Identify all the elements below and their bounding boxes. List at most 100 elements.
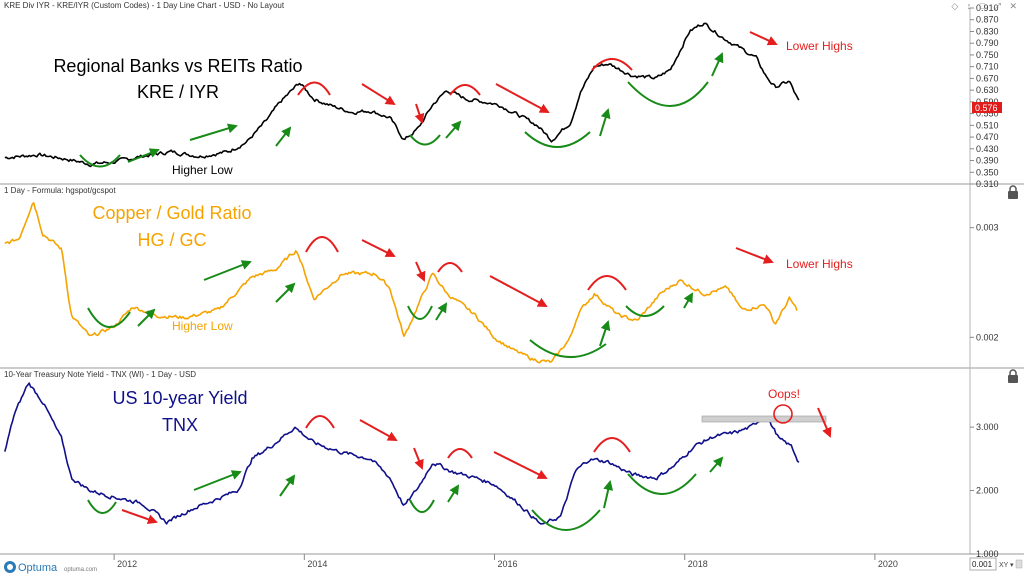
resistance-arc	[449, 84, 481, 96]
y-tick-label: 0.003	[976, 223, 999, 233]
up-arrow	[683, 292, 693, 309]
grip-icon[interactable]	[1015, 559, 1023, 569]
maximize-icon[interactable]: ⤢	[993, 1, 1004, 11]
y-tick-label: 0.870	[976, 15, 999, 25]
resize-icon[interactable]: ↕	[966, 1, 975, 11]
pin-icon[interactable]: ◇	[951, 1, 962, 11]
down-arrow	[489, 275, 548, 307]
support-arc	[79, 154, 121, 168]
resistance-band	[701, 415, 827, 423]
down-arrow	[361, 239, 396, 257]
restore-icon[interactable]: □	[979, 1, 989, 11]
support-arc	[531, 509, 601, 531]
y-tick-label: 0.670	[976, 73, 999, 83]
resistance-arc	[591, 58, 633, 71]
y-tick-label: 0.590	[976, 97, 999, 107]
up-arrow	[203, 260, 252, 281]
series-line-middle	[4, 202, 798, 364]
support-arc	[409, 499, 435, 513]
up-arrow	[193, 470, 242, 491]
y-tick-label: 0.510	[976, 120, 999, 130]
support-arc	[524, 131, 591, 148]
down-arrow	[414, 103, 425, 124]
logo-text: Optuma	[18, 562, 58, 574]
down-arrow	[359, 419, 398, 441]
x-tick-label: 2018	[688, 559, 708, 569]
up-arrow	[711, 52, 724, 77]
down-arrow	[493, 451, 548, 479]
up-arrow	[275, 126, 292, 147]
support-arc	[409, 134, 441, 146]
support-arc	[87, 499, 117, 514]
up-arrow	[189, 123, 238, 141]
y-tick-label: 0.630	[976, 85, 999, 95]
optuma-logo: Optuma optuma.com	[4, 561, 97, 574]
support-arc	[87, 307, 131, 329]
x-tick-label: 2012	[117, 559, 137, 569]
mid-annotation-higher-low: Higher Low	[172, 319, 233, 333]
up-arrow	[275, 282, 296, 303]
up-arrow	[447, 484, 460, 503]
y-tick-label: 0.470	[976, 132, 999, 142]
support-arc	[529, 339, 607, 358]
y-tick-label: 1.000	[976, 549, 999, 559]
y-tick-label: 0.002	[976, 332, 999, 342]
y-tick-label: 0.790	[976, 38, 999, 48]
x-tick-label: 2016	[498, 559, 518, 569]
down-arrow	[735, 247, 774, 264]
down-arrow	[415, 261, 426, 282]
zoom-readout-box[interactable]	[969, 557, 997, 571]
x-tick-label: 2014	[307, 559, 327, 569]
up-arrow	[709, 456, 724, 473]
y-tick-label: 2.000	[976, 486, 999, 496]
top-title-line2: KRE / IYR	[137, 82, 219, 102]
top-title-line1: Regional Banks vs REITs Ratio	[53, 56, 302, 76]
support-arc	[407, 305, 433, 320]
resistance-arc	[297, 81, 331, 96]
support-arc	[627, 473, 697, 495]
y-tick-label: 0.910	[976, 3, 999, 13]
series-line-bottom	[4, 382, 800, 525]
up-arrow	[127, 148, 160, 163]
window-title: KRE Div IYR - KRE/IYR (Custom Codes) - 1…	[4, 1, 285, 10]
chevron-down-icon[interactable]: ▾	[1010, 562, 1014, 569]
lock-icon[interactable]	[1008, 369, 1018, 383]
resistance-arc	[447, 448, 473, 459]
last-value-flag	[972, 102, 1002, 113]
close-icon[interactable]: ✕	[1009, 1, 1020, 11]
series-line-top	[4, 22, 800, 168]
y-tick-label: 0.350	[976, 167, 999, 177]
window-controls: ◇ ↕ □ ⤢ ✕	[951, 1, 1020, 12]
y-tick-label: 0.550	[976, 109, 999, 119]
y-tick-label: 3.000	[976, 422, 999, 432]
resistance-arc	[587, 275, 627, 291]
support-arc	[625, 305, 665, 317]
down-arrow	[361, 83, 396, 106]
bottom-title-line2: TNX	[162, 415, 198, 435]
bottom-title-line1: US 10-year Yield	[112, 388, 247, 408]
support-arc	[627, 81, 709, 107]
up-arrow	[599, 108, 611, 137]
y-tick-label: 0.710	[976, 62, 999, 72]
down-arrow	[817, 407, 832, 438]
last-value-label: 0.576	[975, 103, 998, 113]
oops-circle	[773, 404, 793, 424]
y-tick-label: 0.390	[976, 156, 999, 166]
xy-toggle[interactable]: XY	[999, 562, 1009, 569]
down-arrow	[749, 31, 778, 46]
up-arrow	[603, 480, 614, 509]
down-arrow	[413, 447, 424, 470]
bottom-panel-header: 10-Year Treasury Note Yield - TNX (WI) -…	[4, 370, 197, 379]
y-tick-label: 0.750	[976, 50, 999, 60]
up-arrow	[137, 308, 156, 327]
mid-title-line1: Copper / Gold Ratio	[92, 203, 251, 223]
resistance-arc	[593, 437, 631, 453]
down-arrow	[495, 83, 550, 113]
lock-icon[interactable]	[1008, 185, 1018, 199]
resistance-arc	[305, 415, 335, 429]
y-tick-label: 0.310	[976, 179, 999, 189]
x-axis: 2012 2014 2016 2018 2020	[113, 554, 898, 569]
